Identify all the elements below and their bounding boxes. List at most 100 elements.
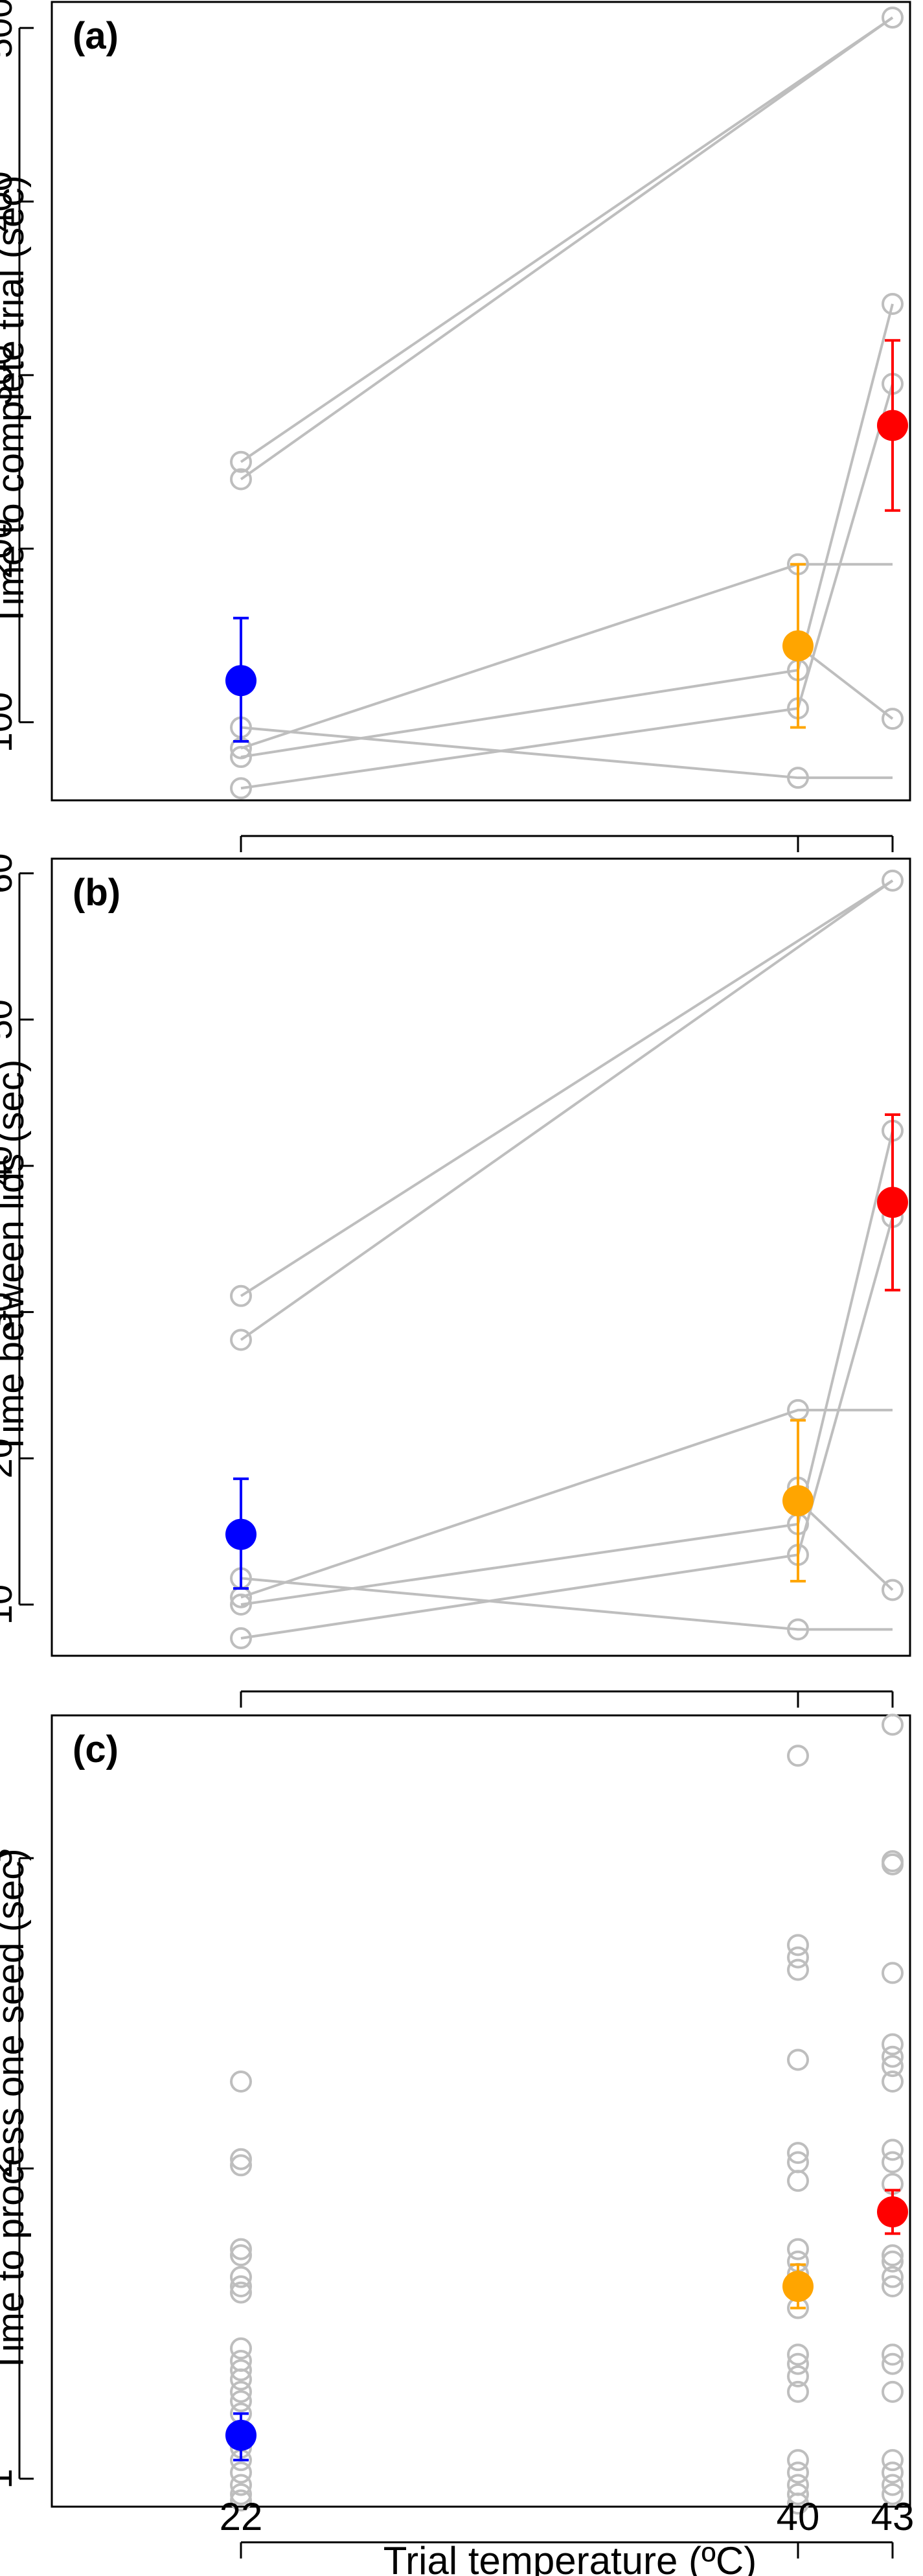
data-point xyxy=(882,2352,904,2375)
data-point xyxy=(230,2244,252,2267)
y-tick-label: 400 xyxy=(0,171,19,231)
data-point xyxy=(230,2337,252,2360)
data-point xyxy=(882,2380,904,2403)
mean-point xyxy=(225,2419,256,2451)
data-point xyxy=(787,2170,809,2192)
data-point xyxy=(882,2474,904,2496)
plot-frame xyxy=(51,857,911,1657)
data-point xyxy=(230,2148,252,2170)
data-point xyxy=(882,2139,904,2161)
y-tick-label: 200 xyxy=(0,518,19,579)
panel-label: (b) xyxy=(73,872,120,914)
data-point xyxy=(230,2474,252,2496)
data-point xyxy=(882,2266,904,2288)
y-tick-label: 30 xyxy=(0,1292,19,1332)
mean-point xyxy=(782,2271,814,2303)
y-axis-label: Time to complete trial (sec) xyxy=(0,175,32,627)
data-point xyxy=(787,2449,809,2472)
x-axis-label: Trial temperature (ºC) xyxy=(383,2539,757,2576)
panel-label: (c) xyxy=(73,1728,119,1770)
data-point xyxy=(882,2033,904,2056)
y-tick-label: 40 xyxy=(0,1146,19,1186)
data-point xyxy=(230,2238,252,2260)
individual-line xyxy=(240,879,894,1297)
data-point xyxy=(230,746,252,769)
individual-line xyxy=(240,16,894,463)
y-tick-label: 100 xyxy=(0,692,19,752)
data-point xyxy=(787,1745,809,1767)
data-point xyxy=(882,2071,904,2093)
data-point xyxy=(230,2380,252,2403)
individual-line xyxy=(240,16,894,481)
individual-line xyxy=(797,645,894,720)
data-point xyxy=(882,2483,904,2505)
x-tick-label: 22 xyxy=(220,2495,263,2538)
data-point xyxy=(230,2483,252,2505)
panel-label: (a) xyxy=(73,15,119,57)
y-tick-label: 500 xyxy=(0,0,19,58)
x-tick-label: 40 xyxy=(777,2495,820,2538)
y-tick-label: 1 xyxy=(0,2468,19,2489)
individual-line xyxy=(240,879,894,1341)
data-point xyxy=(230,468,252,491)
data-point xyxy=(230,777,252,800)
individual-line xyxy=(240,1577,893,1631)
data-point xyxy=(230,2368,252,2391)
data-point xyxy=(787,1934,809,1956)
data-point xyxy=(787,1946,809,1969)
data-point xyxy=(230,1284,252,1307)
data-point xyxy=(882,2244,904,2267)
data-point xyxy=(882,2045,904,2068)
data-point xyxy=(230,2154,252,2177)
mean-point xyxy=(782,1485,814,1516)
y-tick-label: 60 xyxy=(0,853,19,893)
data-point xyxy=(230,1329,252,1351)
data-point xyxy=(787,2380,809,2403)
data-point xyxy=(230,2275,252,2298)
data-point xyxy=(882,1853,904,1875)
panel-a: 100 200 300 400 500 Time to complete trial (s… xyxy=(0,0,911,852)
individual-line xyxy=(240,1408,893,1599)
data-point xyxy=(230,1594,252,1616)
y-tick-label: 20 xyxy=(0,1438,19,1478)
data-point xyxy=(882,2151,904,2174)
data-point xyxy=(787,2352,809,2375)
data-point xyxy=(882,2449,904,2472)
data-point xyxy=(787,2048,809,2071)
data-point xyxy=(787,2142,809,2164)
data-point xyxy=(882,708,904,730)
data-point xyxy=(882,1713,904,1736)
data-point xyxy=(882,293,904,316)
mean-point xyxy=(877,2196,908,2228)
data-point xyxy=(230,2461,252,2484)
data-point xyxy=(787,2343,809,2366)
data-point xyxy=(787,1958,809,1981)
data-point xyxy=(787,2461,809,2484)
data-point xyxy=(882,2055,904,2078)
y-tick-label: 3 xyxy=(0,1848,19,1868)
x-tick-label: 43 xyxy=(871,2495,915,2538)
data-point xyxy=(882,869,904,892)
mean-point xyxy=(877,410,908,441)
mean-point xyxy=(225,1518,256,1550)
data-point xyxy=(230,2390,252,2413)
data-point xyxy=(787,1618,809,1641)
individual-line xyxy=(240,726,893,780)
individual-line xyxy=(240,1216,894,1640)
data-point xyxy=(230,2266,252,2288)
data-point xyxy=(882,2343,904,2366)
data-point xyxy=(882,1579,904,1601)
panel-c: 1 2 3Time to process one seed (sec) (c) xyxy=(0,1713,911,2559)
y-axis-label: Time between lids (sec) xyxy=(0,1060,32,1455)
data-point xyxy=(787,2492,809,2515)
data-point xyxy=(230,2281,252,2304)
data-point xyxy=(230,2489,252,2512)
plot-frame xyxy=(51,1,911,802)
y-tick-label: 2 xyxy=(0,2159,19,2179)
data-point xyxy=(230,2359,252,2382)
y-tick-label: 10 xyxy=(0,1584,19,1625)
panel-b: 10 20 30 40 50 60 Time between lids (sec) (b) xyxy=(0,853,911,1708)
data-point xyxy=(230,450,252,473)
data-point xyxy=(787,2238,809,2260)
